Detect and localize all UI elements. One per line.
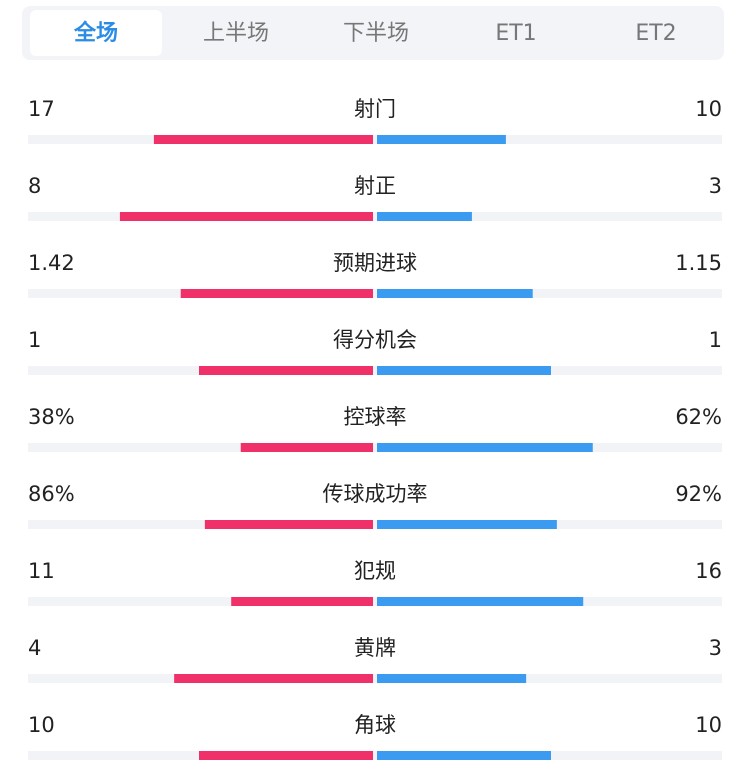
away-bar: [377, 674, 527, 683]
away-bar: [377, 443, 593, 452]
stat-name: 传球成功率: [323, 482, 428, 506]
home-bar: [119, 212, 373, 221]
home-value: 8: [28, 174, 41, 198]
tab[interactable]: ET2: [635, 21, 676, 46]
tab-active-bg: [30, 10, 162, 56]
stat-name: 射正: [354, 174, 396, 198]
bar-track: [28, 289, 722, 298]
away-value: 1: [709, 328, 722, 352]
away-value: 3: [709, 636, 722, 660]
tab[interactable]: 下半场: [343, 21, 409, 46]
away-value: 62%: [675, 405, 722, 429]
home-value: 11: [28, 559, 55, 583]
stat-name: 犯规: [354, 559, 396, 583]
home-value: 1: [28, 328, 41, 352]
away-value: 3: [709, 174, 722, 198]
stat-name: 黄牌: [354, 636, 396, 660]
home-value: 38%: [28, 405, 75, 429]
home-value: 4: [28, 636, 41, 660]
tab-bar: [22, 6, 724, 60]
stat-name: 射门: [354, 97, 396, 121]
stat-name: 控球率: [344, 405, 407, 429]
home-value: 17: [28, 97, 55, 121]
home-bar: [180, 289, 373, 298]
tab[interactable]: 全场: [73, 20, 118, 46]
bar-track: [28, 597, 722, 606]
away-value: 10: [695, 97, 722, 121]
tab[interactable]: ET1: [495, 21, 536, 46]
home-bar: [240, 443, 373, 452]
away-bar: [377, 520, 557, 529]
home-value: 10: [28, 713, 55, 737]
home-value: 1.42: [28, 251, 75, 275]
stat-name: 预期进球: [333, 251, 417, 275]
home-bar: [204, 520, 373, 529]
home-bar: [153, 135, 373, 144]
away-value: 10: [695, 713, 722, 737]
bar-track: [28, 751, 722, 760]
tab[interactable]: 上半场: [203, 21, 269, 46]
bar-track: [28, 443, 722, 452]
home-bar: [199, 366, 373, 375]
stat-name: 得分机会: [333, 328, 417, 352]
away-bar: [377, 597, 584, 606]
away-value: 92%: [675, 482, 722, 506]
bar-track: [28, 212, 722, 221]
away-bar: [377, 135, 506, 144]
bar-track: [28, 135, 722, 144]
away-bar: [377, 366, 551, 375]
bar-track: [28, 674, 722, 683]
away-bar: [377, 212, 472, 221]
away-bar: [377, 289, 533, 298]
home-bar: [199, 751, 373, 760]
away-value: 1.15: [675, 251, 722, 275]
home-bar: [174, 674, 373, 683]
home-value: 86%: [28, 482, 75, 506]
stat-name: 角球: [354, 713, 396, 737]
away-bar: [377, 751, 551, 760]
bar-track: [28, 366, 722, 375]
bar-track: [28, 520, 722, 529]
home-bar: [231, 597, 373, 606]
away-value: 16: [695, 559, 722, 583]
